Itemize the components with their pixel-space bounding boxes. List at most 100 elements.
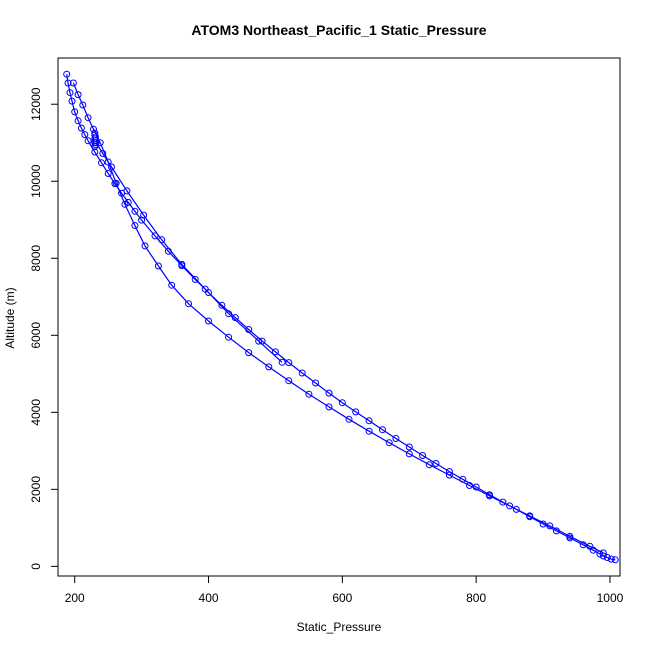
data-point [392,435,400,442]
x-axis: 200 400 600 800 1000 [65,575,624,605]
data-point [225,310,233,318]
data-point [546,522,554,530]
series-4 [91,129,99,151]
data-point [285,359,293,367]
data-point [104,158,112,166]
data-point [140,211,148,219]
data-point [432,460,440,467]
data-point [405,443,413,451]
data-point [79,101,87,109]
data-point [305,390,313,398]
data-point [466,482,473,489]
data-point [325,389,333,397]
data-point [74,117,82,125]
data-point [566,532,574,540]
series-2 [69,79,607,557]
x-tick-label: 200 [65,591,85,605]
data-point [151,232,159,240]
data-point [92,141,99,149]
data-point [71,108,79,116]
data-point [352,408,360,416]
data-point [365,427,373,435]
y-tick-label: 10000 [29,164,43,198]
data-point [178,260,186,268]
data-point [158,236,166,244]
data-point [486,492,493,500]
series-line [72,82,604,554]
data-point [338,399,346,407]
data-point [278,358,286,366]
data-point [245,349,253,357]
data-point [271,348,279,356]
data-point [512,505,520,513]
y-tick-label: 4000 [29,399,43,426]
data-point [98,159,105,167]
y-axis-label: Altitude (m) [3,287,17,348]
series-line [66,74,616,561]
series-1 [63,70,619,564]
data-point [345,415,353,423]
series-3 [92,139,286,366]
data-point [185,300,192,308]
data-point [64,79,72,87]
data-point [506,502,514,510]
data-point [586,542,594,550]
data-point [419,452,427,459]
data-point [108,163,115,171]
data-point [499,498,507,506]
data-point [131,207,139,215]
data-point [154,262,162,270]
data-point [445,471,453,479]
x-tick-label: 600 [332,591,352,605]
y-tick-label: 2000 [29,476,43,503]
data-point [96,139,104,147]
data-point [603,554,611,561]
series-line [95,142,283,363]
y-tick-label: 12000 [29,87,43,121]
data-point [405,450,413,458]
y-tick-label: 8000 [29,245,43,272]
data-point [201,285,209,293]
y-tick-label: 0 [29,563,43,570]
data-point [92,137,99,145]
data-point [91,148,99,156]
data-point [385,439,393,447]
data-point [225,333,233,341]
data-point [104,170,112,177]
y-tick-label: 6000 [29,322,43,349]
data-point [298,369,306,377]
data-point [312,379,320,387]
data-point [205,317,212,325]
chart-title: ATOM3 Northeast_Pacific_1 Static_Pressur… [191,22,486,38]
data-point [99,150,107,157]
data-point [168,281,176,289]
data-point [526,512,534,520]
data-point [69,79,77,87]
data-point [131,222,139,229]
data-point [66,89,74,97]
data-point [77,124,85,132]
data-point [285,377,293,385]
data-point [599,552,607,560]
data-point [92,133,99,141]
x-tick-label: 800 [466,591,486,605]
data-point [191,275,199,283]
data-point [81,131,89,139]
series-layer [63,70,619,564]
x-tick-label: 1000 [597,591,624,605]
data-point [141,242,149,250]
data-point [123,187,131,195]
plot-frame [57,57,621,577]
data-point [63,70,71,78]
data-point [68,97,76,105]
data-point [255,337,263,345]
data-point [425,461,433,469]
data-point [365,417,373,425]
data-point [74,91,82,99]
data-point [607,555,615,563]
data-point [218,301,226,309]
data-point [84,137,92,145]
data-point [379,426,386,434]
data-point [325,403,333,411]
